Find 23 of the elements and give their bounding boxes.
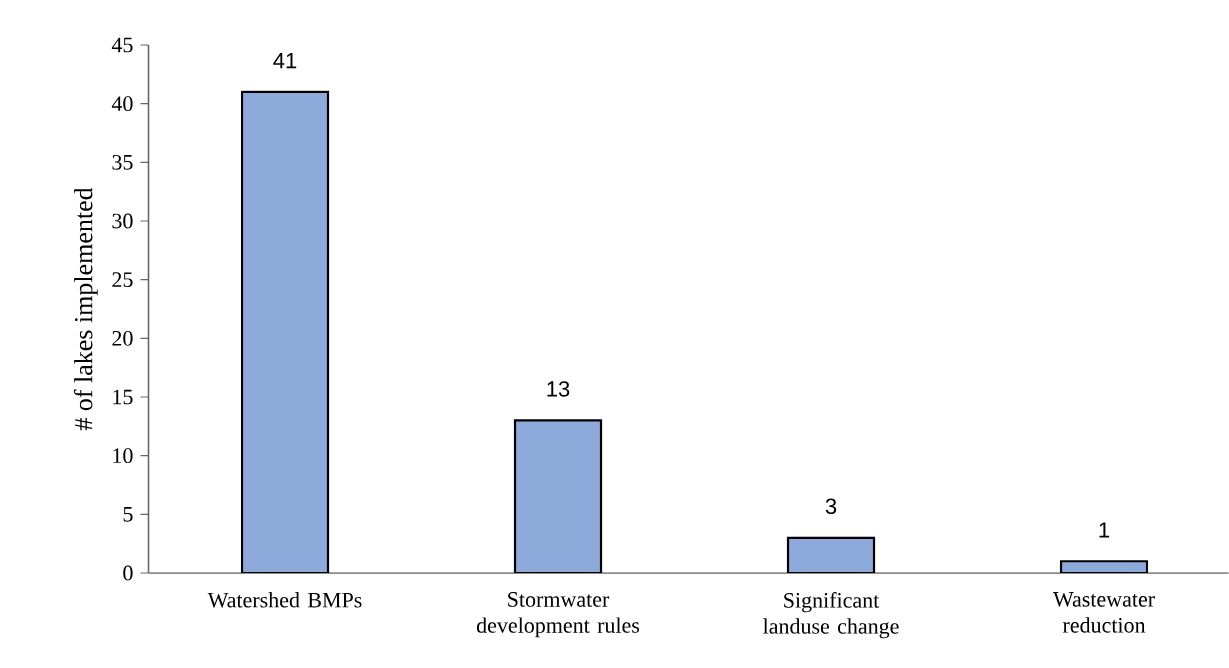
y-axis-title: # of lakes implemented [73, 187, 98, 431]
bar [786, 536, 876, 573]
data-label: 1 [1099, 522, 1110, 538]
x-tick-label: Wastewater reduction [1053, 592, 1155, 633]
y-tick-label: 40 [111, 96, 133, 112]
y-tick-label: 35 [112, 154, 133, 170]
y-tick-label: 25 [112, 272, 133, 288]
data-label: 13 [547, 381, 570, 397]
bar [240, 90, 330, 573]
x-tick-label: Watershed BMPs [207, 592, 362, 608]
y-tick-label: 15 [113, 389, 133, 405]
y-tick-label: 10 [113, 448, 133, 464]
y-tick-label: 20 [112, 330, 133, 346]
y-tick-label: 0 [123, 565, 133, 581]
bar [1059, 560, 1149, 573]
data-label: 3 [825, 498, 837, 515]
y-tick-label: 5 [123, 507, 133, 522]
x-tick-label: Significant landuse change [763, 592, 899, 639]
y-tick-label: 45 [111, 37, 133, 53]
y-tick-label: 30 [112, 213, 133, 229]
data-label: 41 [273, 53, 297, 69]
x-tick-label: Stormwater development rules [476, 592, 640, 638]
bar [513, 419, 603, 573]
